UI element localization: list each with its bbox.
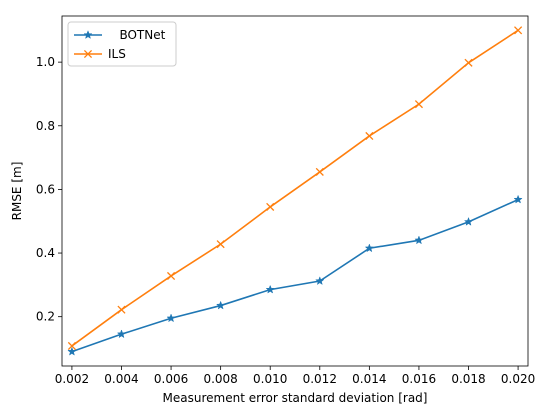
series-line bbox=[71, 198, 519, 353]
legend-box bbox=[67, 21, 177, 67]
data-point bbox=[463, 216, 474, 226]
data-point bbox=[315, 167, 324, 176]
x-axis-label: Measurement error standard deviation [ra… bbox=[163, 391, 428, 405]
plot-area bbox=[62, 16, 528, 366]
y-tick-label: 0.4 bbox=[36, 246, 55, 260]
legend-item: BOTNet bbox=[74, 28, 166, 42]
y-tick-label: 0.8 bbox=[36, 119, 55, 133]
x-tick-label: 0.006 bbox=[154, 372, 188, 386]
y-tick-label: 1.0 bbox=[36, 55, 55, 69]
data-point bbox=[365, 131, 374, 141]
legend-item: ILS bbox=[74, 47, 126, 61]
x-tick-label: 0.002 bbox=[55, 372, 89, 386]
series-line bbox=[71, 29, 519, 347]
legend-label: BOTNet bbox=[108, 28, 166, 42]
legend-label: ILS bbox=[108, 47, 126, 61]
data-point bbox=[364, 243, 375, 253]
y-axis-label: RMSE [m] bbox=[10, 162, 24, 221]
data-point bbox=[266, 202, 275, 211]
data-point bbox=[67, 346, 77, 356]
legend-marker bbox=[83, 30, 93, 39]
data-point bbox=[414, 100, 423, 109]
data-point bbox=[265, 284, 275, 294]
x-axis: 0.002 0.004 0.006 0.008 0.010 0.012 0.014 0.016… bbox=[55, 366, 535, 386]
x-tick-label: 0.020 bbox=[501, 372, 535, 386]
plot-frame bbox=[61, 15, 529, 367]
data-point bbox=[117, 305, 126, 314]
series-botnet bbox=[67, 194, 523, 356]
y-tick-label: 0.2 bbox=[36, 310, 55, 324]
x-tick-label: 0.010 bbox=[253, 372, 287, 386]
y-axis: 0.2 0.4 0.6 0.8 1.0 bbox=[36, 55, 62, 324]
data-point bbox=[67, 341, 76, 351]
data-point bbox=[167, 271, 176, 281]
data-point bbox=[414, 235, 424, 245]
data-point bbox=[166, 313, 176, 323]
legend-marker bbox=[83, 49, 93, 59]
x-tick-label: 0.014 bbox=[352, 372, 386, 386]
x-tick-label: 0.018 bbox=[451, 372, 485, 386]
data-point bbox=[315, 276, 325, 286]
y-tick-label: 0.6 bbox=[36, 182, 55, 196]
data-point bbox=[464, 58, 473, 67]
x-tick-label: 0.008 bbox=[203, 372, 237, 386]
data-point bbox=[215, 300, 226, 310]
data-point bbox=[216, 240, 225, 249]
series-layer bbox=[67, 26, 523, 356]
data-point bbox=[513, 194, 523, 204]
x-tick-label: 0.016 bbox=[402, 372, 436, 386]
series-ils bbox=[67, 26, 523, 351]
x-tick-label: 0.012 bbox=[303, 372, 337, 386]
data-point bbox=[514, 26, 523, 35]
data-point bbox=[116, 329, 127, 339]
x-tick-label: 0.004 bbox=[104, 372, 138, 386]
legend: BOTNet ILS bbox=[67, 21, 177, 67]
